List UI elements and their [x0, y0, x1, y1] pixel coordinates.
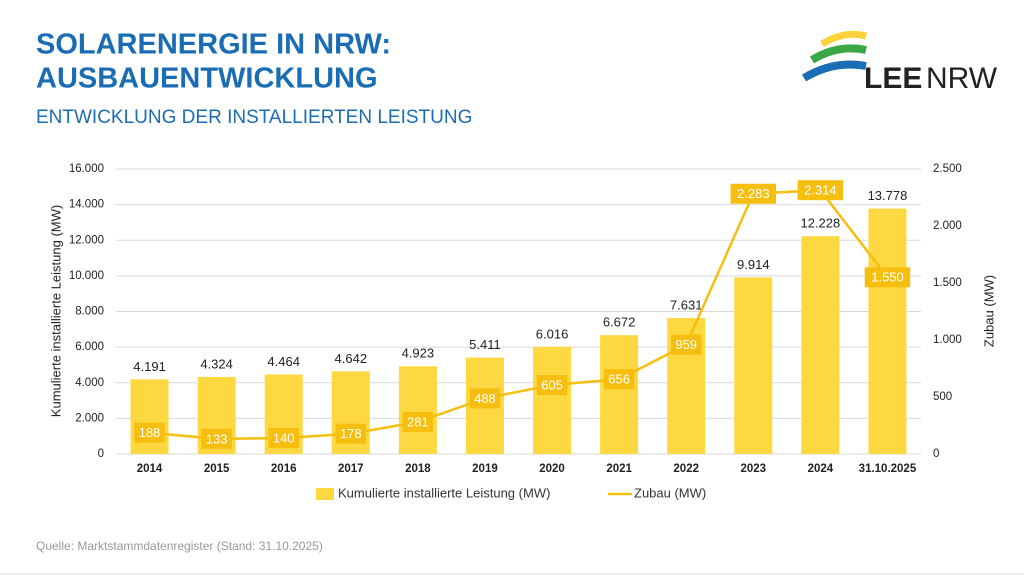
- bar-value-label: 4.923: [402, 346, 435, 361]
- subtitle: ENTWICKLUNG DER INSTALLIERTEN LEISTUNG: [36, 107, 472, 128]
- line-value-label: 959: [675, 337, 697, 352]
- y2-axis-title: Zubau (MW): [981, 275, 996, 347]
- line-label-box: [402, 411, 434, 432]
- y-tick-label: 4.000: [75, 377, 104, 389]
- y-tick-label: 2.000: [75, 412, 104, 424]
- y-tick-label: 12.000: [69, 234, 104, 246]
- line-label-box: [730, 183, 777, 204]
- x-tick-label: 2015: [204, 463, 230, 475]
- source-note: Quelle: Marktstammdatenregister (Stand: …: [36, 539, 323, 553]
- y-tick-label: 8.000: [75, 306, 104, 318]
- bar-value-label: 7.631: [670, 298, 703, 313]
- x-tick-label: 2016: [271, 463, 297, 475]
- line-value-label: 178: [340, 426, 362, 441]
- line-label-box: [268, 428, 299, 449]
- y2-tick-label: 1.000: [933, 334, 962, 346]
- y2-tick-label: 500: [933, 391, 952, 403]
- x-tick-label: 2020: [539, 463, 565, 475]
- bar-value-label: 13.778: [868, 188, 908, 203]
- line-value-label: 1.550: [871, 270, 904, 285]
- title-line-2: AUSBAUENTWICKLUNG: [36, 63, 378, 95]
- y2-tick-label: 2.000: [933, 220, 962, 232]
- x-tick-label: 2019: [472, 463, 498, 475]
- line-label-box: [603, 369, 635, 390]
- bar-value-label: 9.914: [737, 257, 770, 272]
- y-tick-label: 14.000: [69, 199, 104, 211]
- logo-bold: LEE: [864, 62, 922, 95]
- line-value-label: 2.314: [804, 183, 837, 198]
- line-value-label: 605: [541, 377, 563, 392]
- line-label-box: [134, 422, 165, 443]
- line: [149, 188, 889, 441]
- bar-value-label: 4.324: [200, 356, 233, 371]
- line-label-box: [536, 375, 568, 396]
- bar: [801, 236, 840, 454]
- line-value-label: 133: [206, 431, 228, 446]
- bar-value-label: 5.411: [469, 337, 501, 352]
- bar-value-label: 4.642: [335, 351, 368, 366]
- x-tick-label: 2017: [338, 463, 364, 475]
- line-value-label: 188: [139, 425, 161, 440]
- bar: [868, 208, 907, 454]
- title-line-1: SOLARENERGIE IN NRW:: [36, 29, 391, 61]
- line-label-box: [864, 267, 911, 288]
- logo-swoosh: [809, 44, 867, 64]
- y-axis-title: Kumulierte installierte Leistung (MW): [48, 205, 63, 417]
- x-tick-label: 2022: [673, 463, 699, 475]
- line-label-box: [670, 334, 702, 355]
- line-label-box: [201, 428, 232, 449]
- logo-regular: NRW: [926, 62, 998, 95]
- x-tick-label: 2014: [137, 463, 163, 475]
- bar: [734, 277, 773, 454]
- y-tick-label: 6.000: [75, 341, 104, 353]
- logo-swoosh: [801, 60, 867, 82]
- bar-value-label: 12.228: [800, 216, 840, 231]
- legend-label: Zubau (MW): [634, 485, 706, 500]
- y2-tick-label: 0: [933, 448, 939, 460]
- line-value-label: 281: [407, 414, 429, 429]
- line-value-label: 2.283: [737, 186, 770, 201]
- y2-tick-label: 2.500: [933, 163, 962, 175]
- x-tick-label: 2024: [808, 463, 834, 475]
- logo-swoosh: [820, 30, 867, 48]
- line-label-box: [469, 388, 501, 409]
- y-tick-label: 16.000: [69, 163, 104, 175]
- bar-value-label: 6.672: [603, 315, 636, 330]
- line-value-label: 140: [273, 430, 295, 445]
- x-tick-label: 2021: [606, 463, 632, 475]
- line-value-label: 656: [608, 372, 630, 387]
- x-tick-label: 2023: [740, 463, 766, 475]
- x-tick-label: 2018: [405, 463, 431, 475]
- bar-value-label: 6.016: [536, 326, 569, 341]
- line-value-label: 488: [474, 391, 496, 406]
- legend-swatch: [316, 488, 334, 500]
- y2-tick-label: 1.500: [933, 277, 962, 289]
- line-label-box: [797, 180, 844, 201]
- logo: LEE NRW: [801, 30, 998, 95]
- bar: [130, 379, 169, 454]
- x-tick-label: 31.10.2025: [859, 463, 917, 475]
- legend-label: Kumulierte installierte Leistung (MW): [338, 485, 550, 500]
- bar-value-label: 4.191: [133, 359, 166, 374]
- bar: [533, 346, 572, 454]
- bar: [398, 366, 437, 454]
- bar-value-label: 4.464: [267, 354, 300, 369]
- y-tick-label: 0: [98, 448, 104, 460]
- bar: [600, 335, 639, 454]
- line-label-box: [335, 423, 367, 444]
- y-tick-label: 10.000: [69, 270, 104, 282]
